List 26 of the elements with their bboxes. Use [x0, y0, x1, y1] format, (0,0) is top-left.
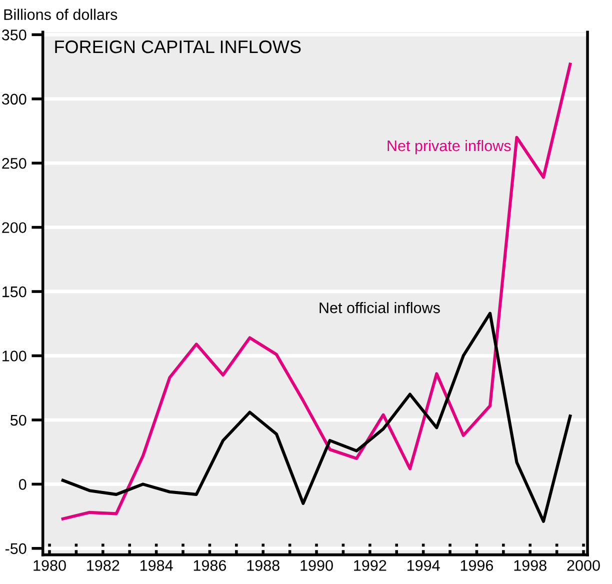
x-tick-label: 1986: [194, 560, 226, 571]
y-tick-label: 300: [2, 94, 26, 105]
line-series: [61, 312, 572, 523]
x-tick-label: 2000: [567, 560, 600, 571]
y-tick-label: 150: [2, 286, 26, 298]
x-tick-label: 1988: [247, 560, 280, 571]
x-tick-label: 1984: [140, 560, 173, 571]
y-tick-label: 350: [2, 30, 26, 40]
line-series: [61, 62, 572, 520]
series-label: Net private inflows: [388, 140, 511, 154]
chart-title: FOREIGN CAPITAL INFLOWS: [55, 40, 301, 54]
x-tick-label: 1990: [300, 560, 333, 571]
y-tick-label: 100: [2, 350, 26, 362]
y-tick-label: 50: [10, 414, 26, 426]
x-tick-label: 1996: [460, 560, 494, 571]
y-tick-label: 250: [2, 158, 26, 169]
x-tick-label: 1982: [87, 560, 120, 571]
x-tick-label: 1994: [407, 560, 440, 571]
y-tick-label: 0: [18, 479, 26, 490]
y-axis-title: Billions of dollars: [4, 8, 118, 20]
text: Net official inflows: [320, 302, 440, 314]
x-tick-label: 1998: [514, 560, 546, 571]
y-tick-label: -50: [5, 543, 26, 554]
x-tick-label: 1992: [354, 560, 386, 571]
y-tick-label: 200: [2, 222, 26, 234]
x-tick-label: 1980: [34, 560, 66, 571]
